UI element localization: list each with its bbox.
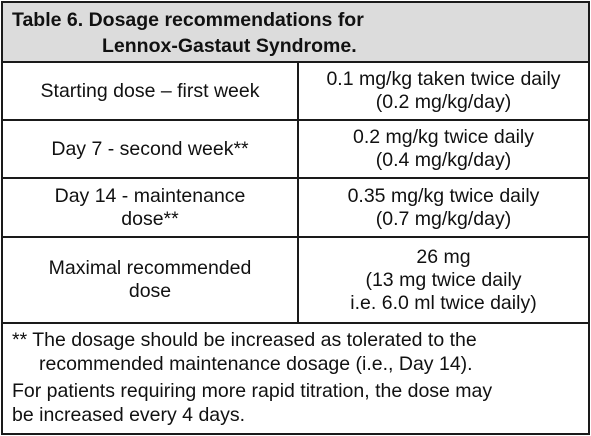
- footnote-line: For patients requiring more rapid titrat…: [12, 380, 493, 402]
- row-label: Starting dose – first week: [40, 79, 260, 102]
- row-value-cell: 26 mg (13 mg twice daily i.e. 6.0 ml twi…: [299, 238, 588, 322]
- row-label: Maximal recommended: [48, 257, 252, 279]
- footnote-line: recommended maintenance dosage (i.e., Da…: [39, 353, 473, 375]
- row-value-cell: 0.2 mg/kg twice daily (0.4 mg/kg/day): [299, 121, 588, 177]
- row-value-line: 0.2 mg/kg twice daily: [353, 126, 534, 148]
- table-row-starting-dose: Starting dose – first week 0.1 mg/kg tak…: [3, 63, 588, 121]
- row-value-line: (0.7 mg/kg/day): [375, 207, 512, 230]
- table-row-maximal-dose: Maximal recommended dose 26 mg (13 mg tw…: [3, 238, 588, 324]
- row-label-cell: Day 14 - maintenance dose**: [3, 179, 299, 236]
- row-label: dose**: [121, 207, 179, 230]
- row-label-cell: Starting dose – first week: [3, 63, 299, 119]
- table-title-line-2: Lennox-Gastaut Syndrome.: [102, 35, 357, 57]
- row-value-line: 26 mg: [416, 245, 471, 268]
- row-label-cell: Day 7 - second week**: [3, 121, 299, 177]
- row-label: dose: [128, 280, 172, 302]
- row-value-line: (13 mg twice daily: [365, 268, 522, 291]
- row-value-line: 0.35 mg/kg twice daily: [347, 184, 540, 207]
- table-row-maintenance-dose: Day 14 - maintenance dose** 0.35 mg/kg t…: [3, 179, 588, 238]
- row-value-cell: 0.35 mg/kg twice daily (0.7 mg/kg/day): [299, 179, 588, 236]
- table-row-second-week: Day 7 - second week** 0.2 mg/kg twice da…: [3, 121, 588, 179]
- row-label: Day 7 - second week**: [51, 137, 249, 160]
- row-value-cell: 0.1 mg/kg taken twice daily (0.2 mg/kg/d…: [299, 63, 588, 119]
- row-label: Day 14 - maintenance: [54, 184, 246, 207]
- row-value-line: 0.1 mg/kg taken twice daily: [326, 68, 561, 90]
- footnote-line: be increased every 4 days.: [12, 404, 246, 426]
- row-value-line: (0.2 mg/kg/day): [375, 91, 512, 113]
- row-label-cell: Maximal recommended dose: [3, 238, 299, 322]
- row-value-line: (0.4 mg/kg/day): [375, 149, 512, 171]
- row-value-line: i.e. 6.0 ml twice daily): [350, 291, 537, 314]
- table-title-line-1: Table 6. Dosage recommendations for: [12, 9, 364, 31]
- footnote-line: ** The dosage should be increased as tol…: [12, 329, 477, 351]
- table-title: Table 6. Dosage recommendations for Lenn…: [3, 3, 588, 63]
